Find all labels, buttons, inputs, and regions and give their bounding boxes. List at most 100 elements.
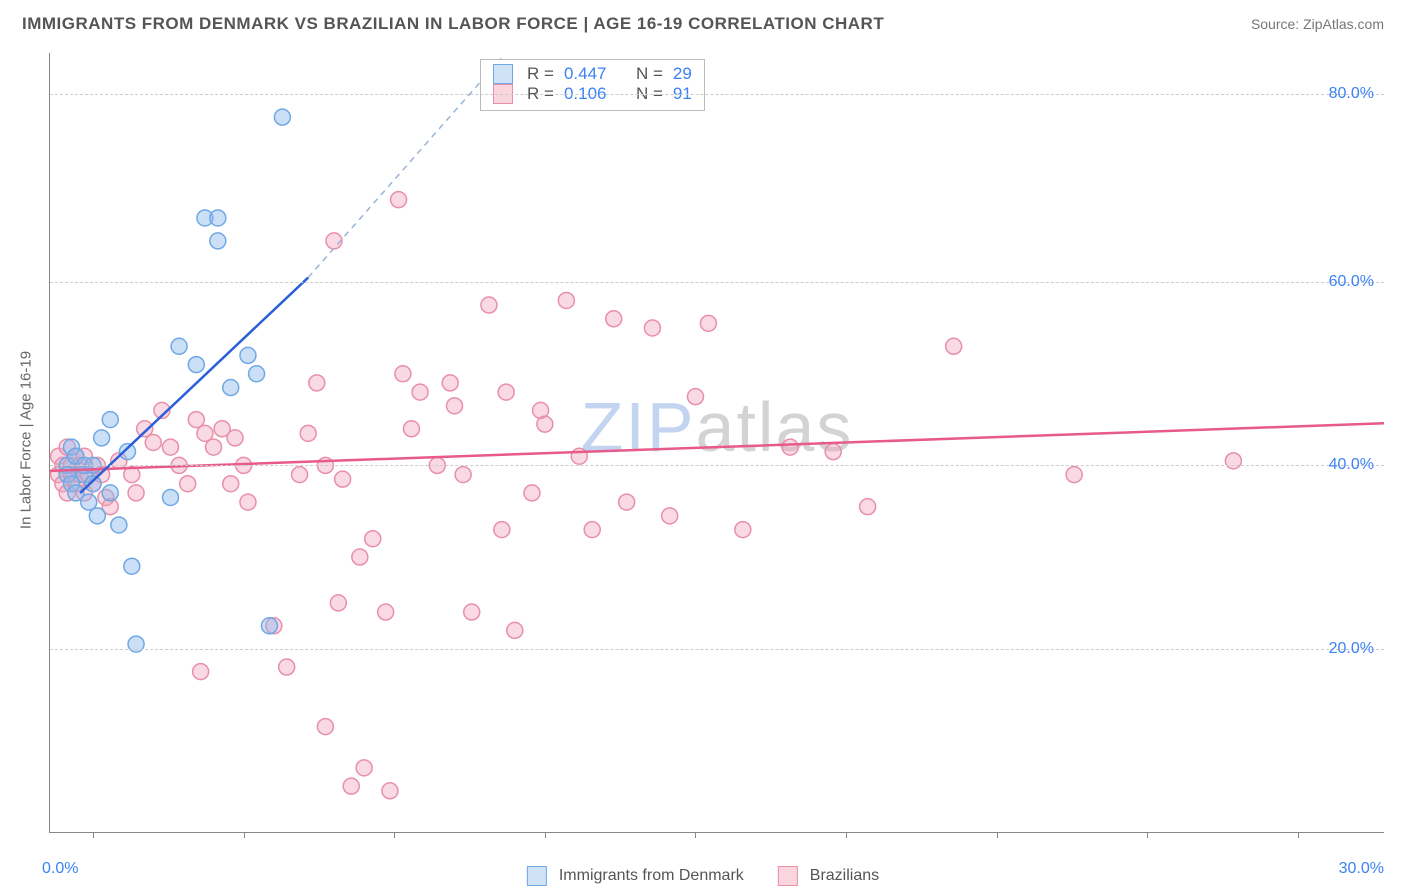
data-point (162, 439, 178, 455)
y-tick-label: 80.0% (1329, 85, 1374, 103)
legend-swatch-brazil (778, 866, 798, 886)
data-point (558, 292, 574, 308)
data-point (494, 522, 510, 538)
scatter-svg (50, 53, 1384, 832)
legend-item-denmark: Immigrants from Denmark (527, 866, 744, 886)
chart-title: IMMIGRANTS FROM DENMARK VS BRAZILIAN IN … (22, 14, 884, 34)
data-point (378, 604, 394, 620)
x-tick-label-min: 0.0% (42, 860, 78, 878)
data-point (162, 489, 178, 505)
data-point (825, 444, 841, 460)
trend-line (308, 58, 502, 278)
data-point (335, 471, 351, 487)
x-tick (93, 832, 94, 838)
corr-row-denmark: R = 0.447 N = 29 (493, 64, 692, 84)
data-point (464, 604, 480, 620)
grid-line (50, 649, 1384, 650)
data-point (782, 439, 798, 455)
series-legend: Immigrants from Denmark Brazilians (527, 866, 879, 886)
x-tick (1298, 832, 1299, 838)
x-tick (394, 832, 395, 838)
data-point (261, 618, 277, 634)
data-point (240, 347, 256, 363)
correlation-legend: R = 0.447 N = 29 R = 0.106 N = 91 (480, 59, 705, 111)
data-point (279, 659, 295, 675)
data-point (1066, 467, 1082, 483)
y-tick-label: 20.0% (1329, 640, 1374, 658)
data-point (102, 412, 118, 428)
data-point (365, 531, 381, 547)
data-point (274, 109, 290, 125)
x-tick (1147, 832, 1148, 838)
data-point (391, 192, 407, 208)
data-point (1225, 453, 1241, 469)
data-point (395, 366, 411, 382)
data-point (300, 425, 316, 441)
data-point (171, 338, 187, 354)
data-point (102, 485, 118, 501)
data-point (481, 297, 497, 313)
x-tick (695, 832, 696, 838)
grid-line (50, 282, 1384, 283)
data-point (180, 476, 196, 492)
data-point (343, 778, 359, 794)
data-point (442, 375, 458, 391)
data-point (210, 210, 226, 226)
data-point (223, 380, 239, 396)
data-point (119, 444, 135, 460)
data-point (403, 421, 419, 437)
data-point (145, 435, 161, 451)
data-point (455, 467, 471, 483)
x-tick-label-max: 30.0% (1339, 860, 1384, 878)
y-axis-title: In Labor Force | Age 16-19 (18, 351, 35, 529)
data-point (124, 558, 140, 574)
x-tick (545, 832, 546, 838)
x-tick (244, 832, 245, 838)
data-point (193, 664, 209, 680)
data-point (210, 233, 226, 249)
data-point (227, 430, 243, 446)
data-point (85, 476, 101, 492)
data-point (223, 476, 239, 492)
y-tick-label: 60.0% (1329, 273, 1374, 291)
data-point (249, 366, 265, 382)
plot-area: ZIPatlas R = 0.447 N = 29 R = 0.106 N = … (49, 53, 1384, 833)
data-point (860, 499, 876, 515)
source-label: Source: ZipAtlas.com (1251, 16, 1384, 32)
data-point (330, 595, 346, 611)
legend-item-brazil: Brazilians (778, 866, 879, 886)
x-tick (997, 832, 998, 838)
legend-swatch-denmark (527, 866, 547, 886)
data-point (188, 357, 204, 373)
data-point (606, 311, 622, 327)
grid-line (50, 465, 1384, 466)
data-point (240, 494, 256, 510)
y-tick-label: 40.0% (1329, 456, 1374, 474)
data-point (644, 320, 660, 336)
data-point (946, 338, 962, 354)
data-point (94, 430, 110, 446)
data-point (111, 517, 127, 533)
data-point (352, 549, 368, 565)
data-point (292, 467, 308, 483)
data-point (382, 783, 398, 799)
data-point (128, 485, 144, 501)
trend-line (80, 278, 308, 493)
data-point (447, 398, 463, 414)
data-point (498, 384, 514, 400)
data-point (700, 315, 716, 331)
trend-line (50, 423, 1384, 471)
data-point (309, 375, 325, 391)
data-point (128, 636, 144, 652)
data-point (735, 522, 751, 538)
data-point (507, 622, 523, 638)
data-point (537, 416, 553, 432)
data-point (619, 494, 635, 510)
data-point (206, 439, 222, 455)
data-point (687, 389, 703, 405)
data-point (584, 522, 600, 538)
swatch-denmark (493, 64, 513, 84)
data-point (317, 719, 333, 735)
data-point (356, 760, 372, 776)
grid-line (50, 94, 1384, 95)
